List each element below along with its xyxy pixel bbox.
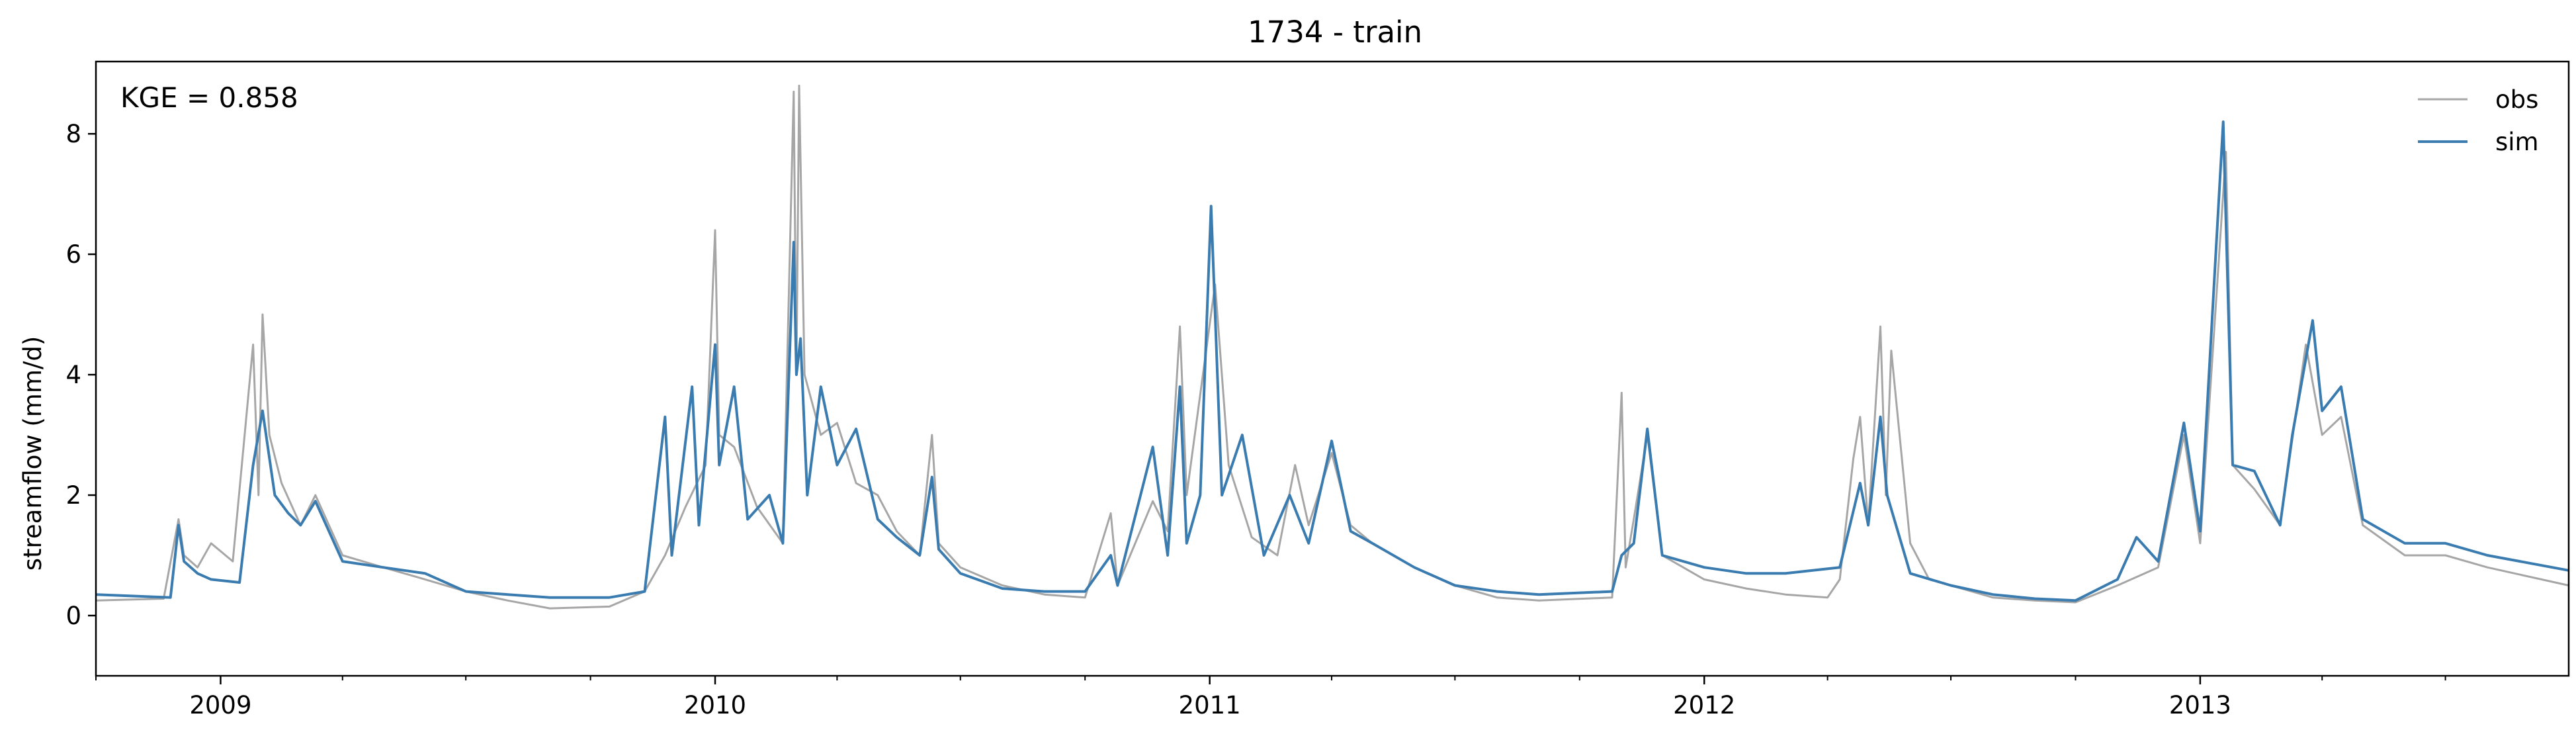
y-axis-ticks: 0 2 4 6 8 <box>65 120 96 630</box>
x-tick-label: 2009 <box>189 691 251 719</box>
series-line-sim <box>95 120 2569 602</box>
legend: obs sim <box>2418 85 2539 156</box>
x-tick-label: 2010 <box>684 691 746 719</box>
x-tick-label: 2013 <box>2169 691 2231 719</box>
y-tick-label: 2 <box>65 481 81 510</box>
x-tick-label: 2012 <box>1673 691 1735 719</box>
plot-area <box>95 84 2569 610</box>
y-tick-label: 4 <box>65 361 81 389</box>
kge-annotation: KGE = 0.858 <box>120 81 298 114</box>
series-line-obs <box>95 84 2569 610</box>
plot-frame <box>95 60 2570 677</box>
y-axis-label: streamflow (mm/d) <box>19 336 47 571</box>
x-axis-ticks: 2009 2010 2011 2012 2013 <box>95 676 2446 719</box>
y-tick-label: 8 <box>65 120 81 148</box>
y-tick-label: 0 <box>65 602 81 630</box>
legend-label-sim: sim <box>2495 128 2539 156</box>
legend-label-obs: obs <box>2495 85 2538 114</box>
y-tick-label: 6 <box>65 240 81 269</box>
chart-title: 1734 - train <box>1248 15 1422 50</box>
x-tick-label: 2011 <box>1179 691 1241 719</box>
